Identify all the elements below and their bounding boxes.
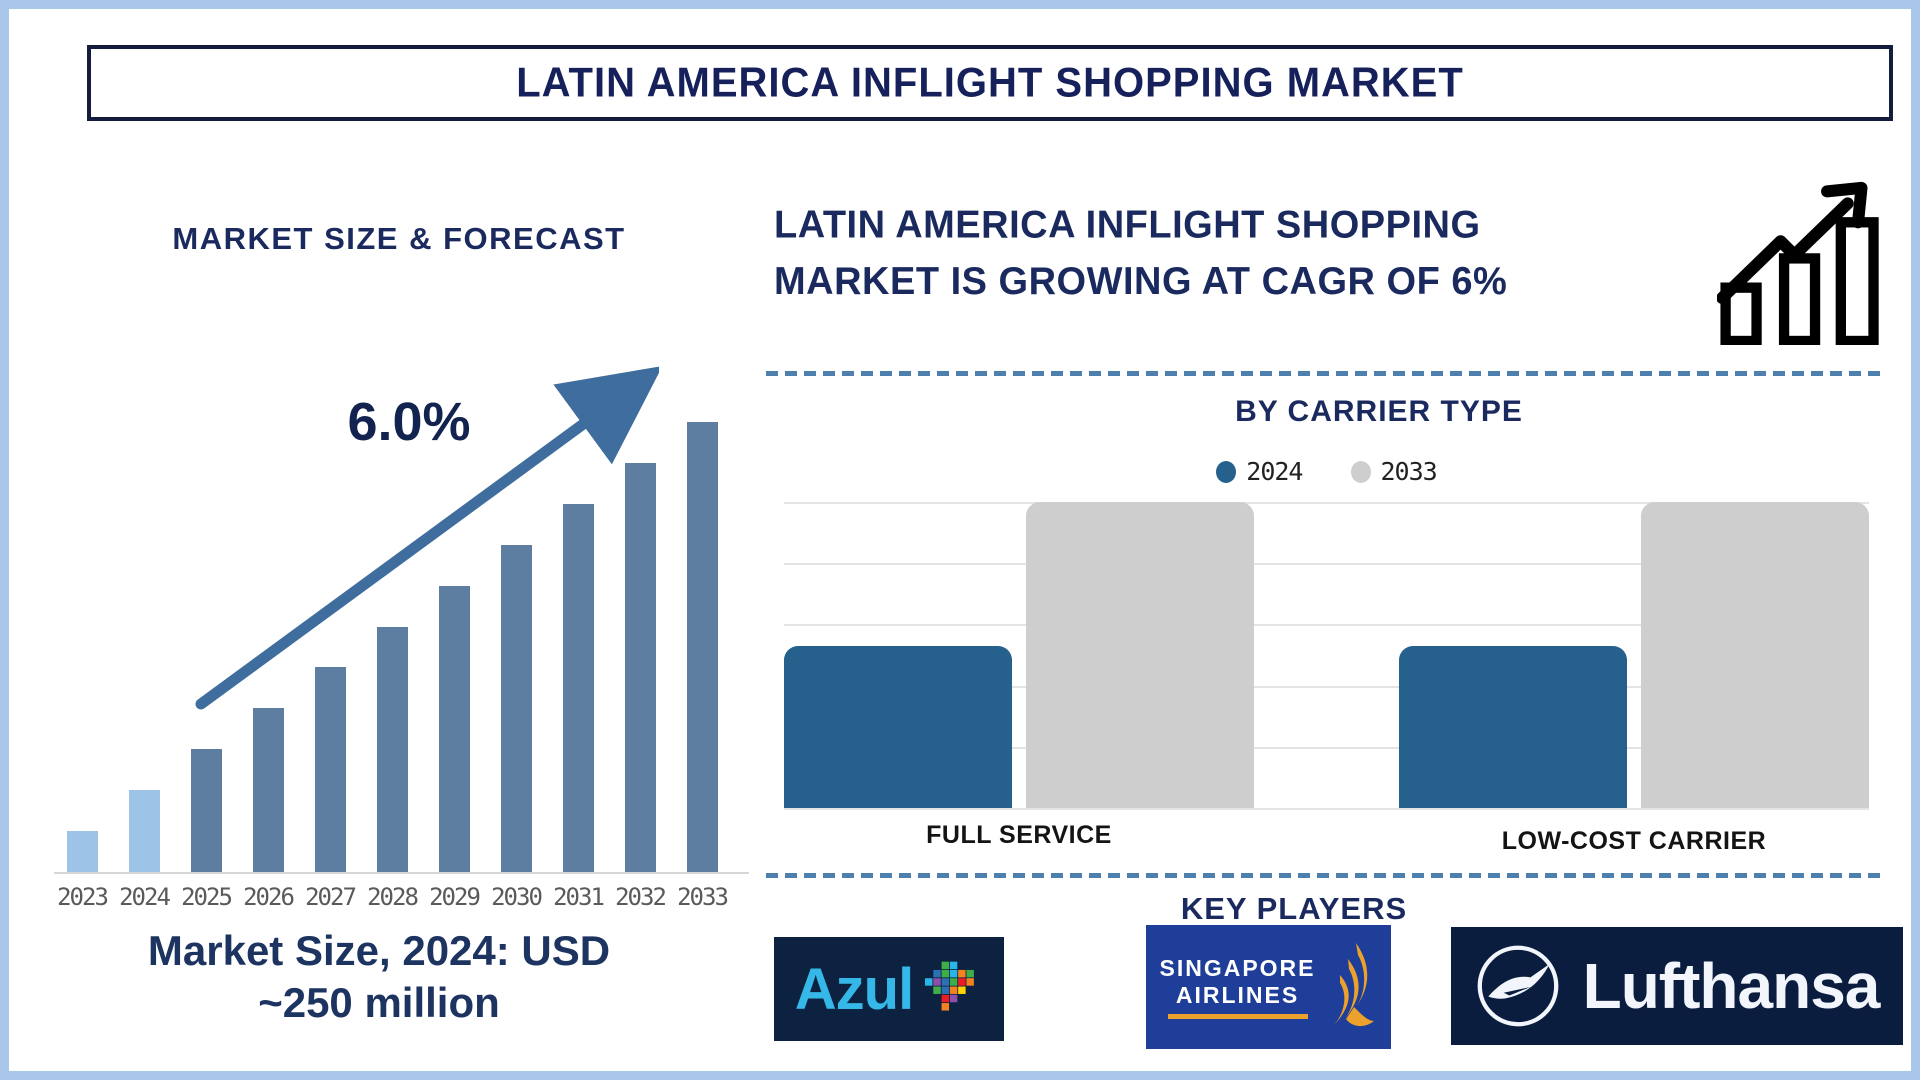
forecast-bar-2025 <box>175 412 237 872</box>
title-box: LATIN AMERICA INFLIGHT SHOPPING MARKET <box>87 45 1893 121</box>
dashed-divider-top <box>766 371 1886 376</box>
forecast-bar-2028 <box>361 412 423 872</box>
forecast-bar-2023 <box>51 412 113 872</box>
brazil-map-mosaic-icon <box>925 961 975 1011</box>
carrier-section-title: BY CARRIER TYPE <box>1235 395 1523 428</box>
forecast-x-label-2026: 2026 <box>243 883 295 911</box>
lufthansa-logo: Lufthansa <box>1451 927 1903 1045</box>
singapore-airlines-wordmark: SINGAPORE AIRLINES <box>1159 955 1315 1019</box>
carrier-bar-chart <box>784 502 1869 810</box>
forecast-x-label-2024: 2024 <box>119 883 171 911</box>
forecast-bar-2032 <box>609 412 671 872</box>
lufthansa-crane-icon <box>1477 945 1558 1027</box>
forecast-bar-2029 <box>423 412 485 872</box>
growth-chart-icon <box>1717 181 1879 345</box>
azul-logo-text: Azul <box>794 956 914 1022</box>
lufthansa-logo-text: Lufthansa <box>1582 950 1881 1022</box>
forecast-bar-2031 <box>547 412 609 872</box>
key-players-title: KEY PLAYERS <box>1180 891 1408 926</box>
singapore-airlines-bird-icon <box>1333 943 1374 1027</box>
legend-item-2033: 2033 <box>1350 457 1438 486</box>
carrier-bar-2024-low-cost-carrier <box>1399 645 1627 808</box>
forecast-x-labels: 2023 2024 2025 2026 2027 2028 2029 2030 2031 2032… <box>51 883 733 911</box>
carrier-bar-2024-full-service <box>784 645 1012 808</box>
legend-dot-2033 <box>1350 460 1371 483</box>
cagr-headline: LATIN AMERICA INFLIGHT SHOPPING MARKET I… <box>774 203 1508 304</box>
airlines-text: AIRLINES <box>1175 981 1300 1008</box>
carrier-bar-2033-low-cost-carrier <box>1641 502 1869 808</box>
singapore-airlines-logo: SINGAPORE AIRLINES <box>1146 925 1391 1049</box>
forecast-x-label-2023: 2023 <box>57 883 109 911</box>
forecast-x-label-2027: 2027 <box>305 883 357 911</box>
page-title: LATIN AMERICA INFLIGHT SHOPPING MARKET <box>516 59 1464 106</box>
forecast-bar-2024 <box>113 412 175 872</box>
forecast-x-label-2032: 2032 <box>615 883 667 911</box>
market-size-note: Market Size, 2024: USD ~250 million <box>147 927 611 1027</box>
forecast-bar-2030 <box>485 412 547 872</box>
forecast-bar-2026 <box>237 412 299 872</box>
forecast-x-label-2033: 2033 <box>677 883 729 911</box>
legend-item-2024: 2024 <box>1216 457 1304 486</box>
category-label-low-cost-carrier: LOW-COST CARRIER <box>1501 827 1767 855</box>
forecast-bar-chart <box>51 412 733 872</box>
forecast-x-label-2030: 2030 <box>491 883 543 911</box>
carrier-bar-2033-full-service <box>1026 502 1254 808</box>
cagr-annotation: 6.0% <box>347 392 471 452</box>
forecast-x-axis <box>54 872 749 874</box>
forecast-x-label-2028: 2028 <box>367 883 419 911</box>
forecast-x-label-2031: 2031 <box>553 883 605 911</box>
carrier-category-labels: FULL SERVICE LOW-COST CARRIER <box>784 821 1869 855</box>
dashed-divider-bottom <box>766 873 1886 878</box>
legend-label-2024: 2024 <box>1246 457 1303 486</box>
legend-dot-2024 <box>1216 460 1237 483</box>
forecast-x-label-2029: 2029 <box>429 883 481 911</box>
azul-logo: Azul <box>774 937 1004 1041</box>
carrier-group-full-service <box>784 502 1254 808</box>
carrier-group-low-cost-carrier <box>1399 502 1869 808</box>
category-label-full-service: FULL SERVICE <box>926 821 1112 849</box>
forecast-x-label-2025: 2025 <box>181 883 233 911</box>
gold-underline <box>1167 1013 1308 1019</box>
forecast-bar-2033 <box>671 412 733 872</box>
legend-label-2033: 2033 <box>1380 457 1438 486</box>
carrier-legend: 2024 2033 <box>784 457 1869 486</box>
singapore-text: SINGAPORE <box>1159 955 1316 982</box>
forecast-bar-2027 <box>299 412 361 872</box>
trend-arrow-icon <box>195 366 659 710</box>
forecast-section-heading: MARKET SIZE & FORECAST <box>172 221 626 256</box>
